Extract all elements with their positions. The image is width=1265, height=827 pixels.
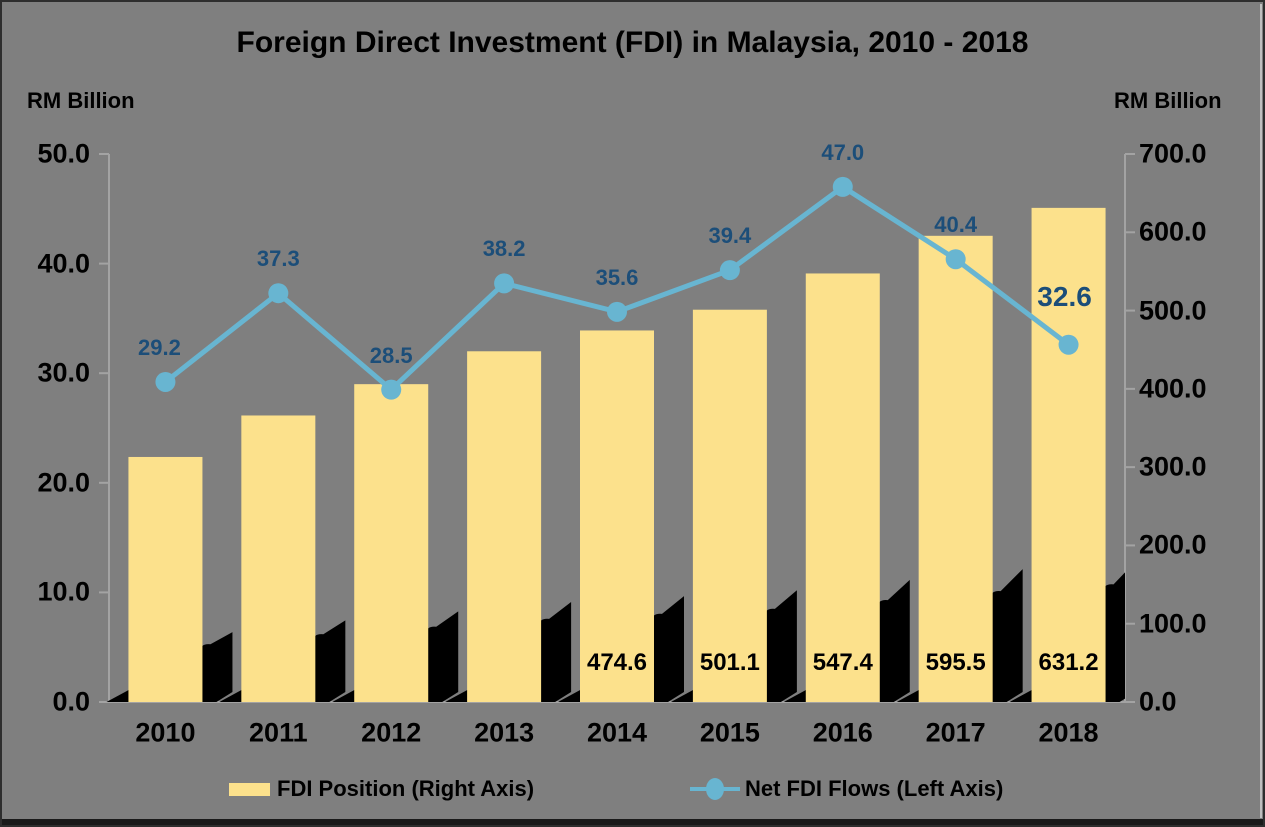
legend-label-fdi-position: FDI Position (Right Axis) [277, 776, 535, 801]
x-axis-label-2016: 2016 [812, 717, 873, 748]
bottom-shadow-band [2, 819, 1263, 825]
bar-shadow [426, 611, 459, 702]
line-value-label: 39.4 [708, 223, 752, 249]
line-value-label: 28.5 [369, 342, 413, 368]
right-axis-tick-label: 200.0 [1139, 529, 1207, 560]
line-marker-2017 [945, 249, 966, 270]
line-value-label: 37.3 [256, 246, 300, 272]
bar-value-label: 595.5 [925, 649, 986, 676]
legend-item-net-fdi-flows: Net FDI Flows (Left Axis) [690, 772, 1003, 806]
bar-shadow-spike [445, 689, 470, 702]
line-marker-2014 [607, 301, 627, 322]
line-marker-2018 [1058, 334, 1079, 355]
bar-shadow [764, 590, 797, 702]
x-axis-label-2011: 2011 [249, 717, 308, 748]
bar-2017 [918, 235, 993, 702]
bar-shadow-spike [670, 689, 695, 702]
left-axis-tick-label: 40.0 [37, 248, 90, 279]
right-axis-tick-label: 0.0 [1139, 686, 1177, 717]
line-value-label: 29.2 [138, 334, 181, 360]
legend-bar-swatch-icon [229, 782, 270, 796]
line-value-label: 35.6 [595, 264, 639, 290]
bar-2018 [1031, 207, 1106, 702]
x-axis-label-2013: 2013 [474, 717, 535, 748]
right-axis-tick-label: 500.0 [1139, 295, 1207, 326]
right-axis-tick-label: 600.0 [1139, 216, 1207, 247]
bar-2012 [354, 384, 429, 702]
bar-shadow-spike [896, 689, 921, 702]
bar-value-label: 474.6 [586, 649, 648, 676]
bar-shadows [106, 569, 1125, 702]
line-value-label: 47.0 [821, 139, 865, 165]
bar-2011 [241, 415, 316, 702]
left-axis-tick-label: 0.0 [52, 686, 90, 717]
x-axis-label-2015: 2015 [699, 717, 760, 748]
bar-value-label: 547.4 [812, 649, 873, 676]
bar-shadow-spike [219, 689, 244, 702]
line-value-label: 32.6 [1037, 280, 1092, 312]
x-axis-label-2012: 2012 [361, 717, 422, 748]
x-axis-label-2014: 2014 [586, 717, 648, 748]
bar-shadow [200, 632, 233, 702]
bar-2010 [128, 456, 203, 702]
legend-label-net-fdi-flows: Net FDI Flows (Left Axis) [745, 776, 1004, 801]
bar-shadow-spike [783, 689, 808, 702]
right-axis-tick-label: 100.0 [1139, 608, 1207, 639]
line-marker-2011 [268, 283, 289, 304]
bar-2014 [580, 330, 654, 702]
bar-shadow [539, 602, 572, 702]
line-value-label: 40.4 [934, 212, 978, 238]
right-axis-unit-label: RM Billion [1114, 88, 1222, 113]
left-axis-unit-label: RM Billion [27, 88, 135, 113]
left-axis-tick-label: 30.0 [37, 357, 90, 388]
line-value-label: 38.2 [482, 236, 526, 262]
right-axis-tick-label: 400.0 [1139, 373, 1207, 404]
chart-title: Foreign Direct Investment (FDI) in Malay… [236, 26, 1029, 59]
bar-shadow-spike [558, 689, 582, 702]
bar-value-label: 501.1 [699, 649, 760, 676]
left-axis-tick-label: 10.0 [37, 576, 90, 607]
legend-item-fdi-position: FDI Position (Right Axis) [229, 772, 534, 806]
right-axis-tick-label: 700.0 [1139, 138, 1207, 169]
line-marker-2012 [381, 379, 402, 400]
bar-shadow [1103, 572, 1125, 702]
bar-2013 [467, 351, 542, 702]
legend: FDI Position (Right Axis) Net FDI Flows … [2, 772, 1263, 806]
bar-shadow [877, 579, 910, 702]
line-marker-2013 [494, 273, 515, 294]
bar-shadow-spike [332, 689, 357, 702]
x-axis-label-2010: 2010 [135, 717, 196, 748]
bar-shadow [990, 569, 1023, 702]
x-axis-label-2017: 2017 [925, 717, 986, 748]
line-marker-2016 [832, 176, 853, 197]
bar-shadow [652, 596, 684, 702]
bar-shadow [313, 620, 346, 702]
bar-shadow-spike [106, 689, 131, 702]
bar-shadow-spike [1009, 689, 1034, 702]
left-axis-tick-label: 50.0 [37, 138, 90, 169]
bar-value-label: 631.2 [1038, 649, 1099, 676]
x-axis-label-2018: 2018 [1038, 717, 1099, 748]
legend-line-marker-swatch-icon [690, 778, 740, 800]
left-axis-tick-label: 20.0 [37, 467, 90, 498]
bar-2016 [805, 273, 880, 702]
right-axis-tick-label: 300.0 [1139, 451, 1207, 482]
line-marker-2015 [719, 260, 740, 281]
bar-2015 [692, 309, 767, 702]
chart-right-border [1260, 4, 1262, 818]
line-marker-2010 [155, 371, 176, 392]
